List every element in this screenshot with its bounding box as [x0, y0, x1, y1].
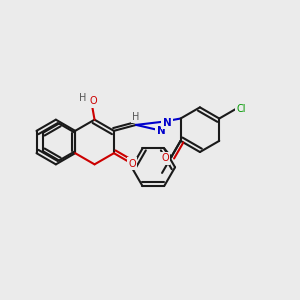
Text: N: N: [157, 126, 165, 136]
Text: H: H: [132, 112, 140, 122]
Text: Cl: Cl: [237, 104, 246, 114]
Text: H: H: [79, 93, 86, 103]
Text: O: O: [161, 154, 169, 164]
Text: O: O: [90, 97, 98, 106]
Text: N: N: [163, 118, 172, 128]
Text: O: O: [128, 159, 136, 169]
